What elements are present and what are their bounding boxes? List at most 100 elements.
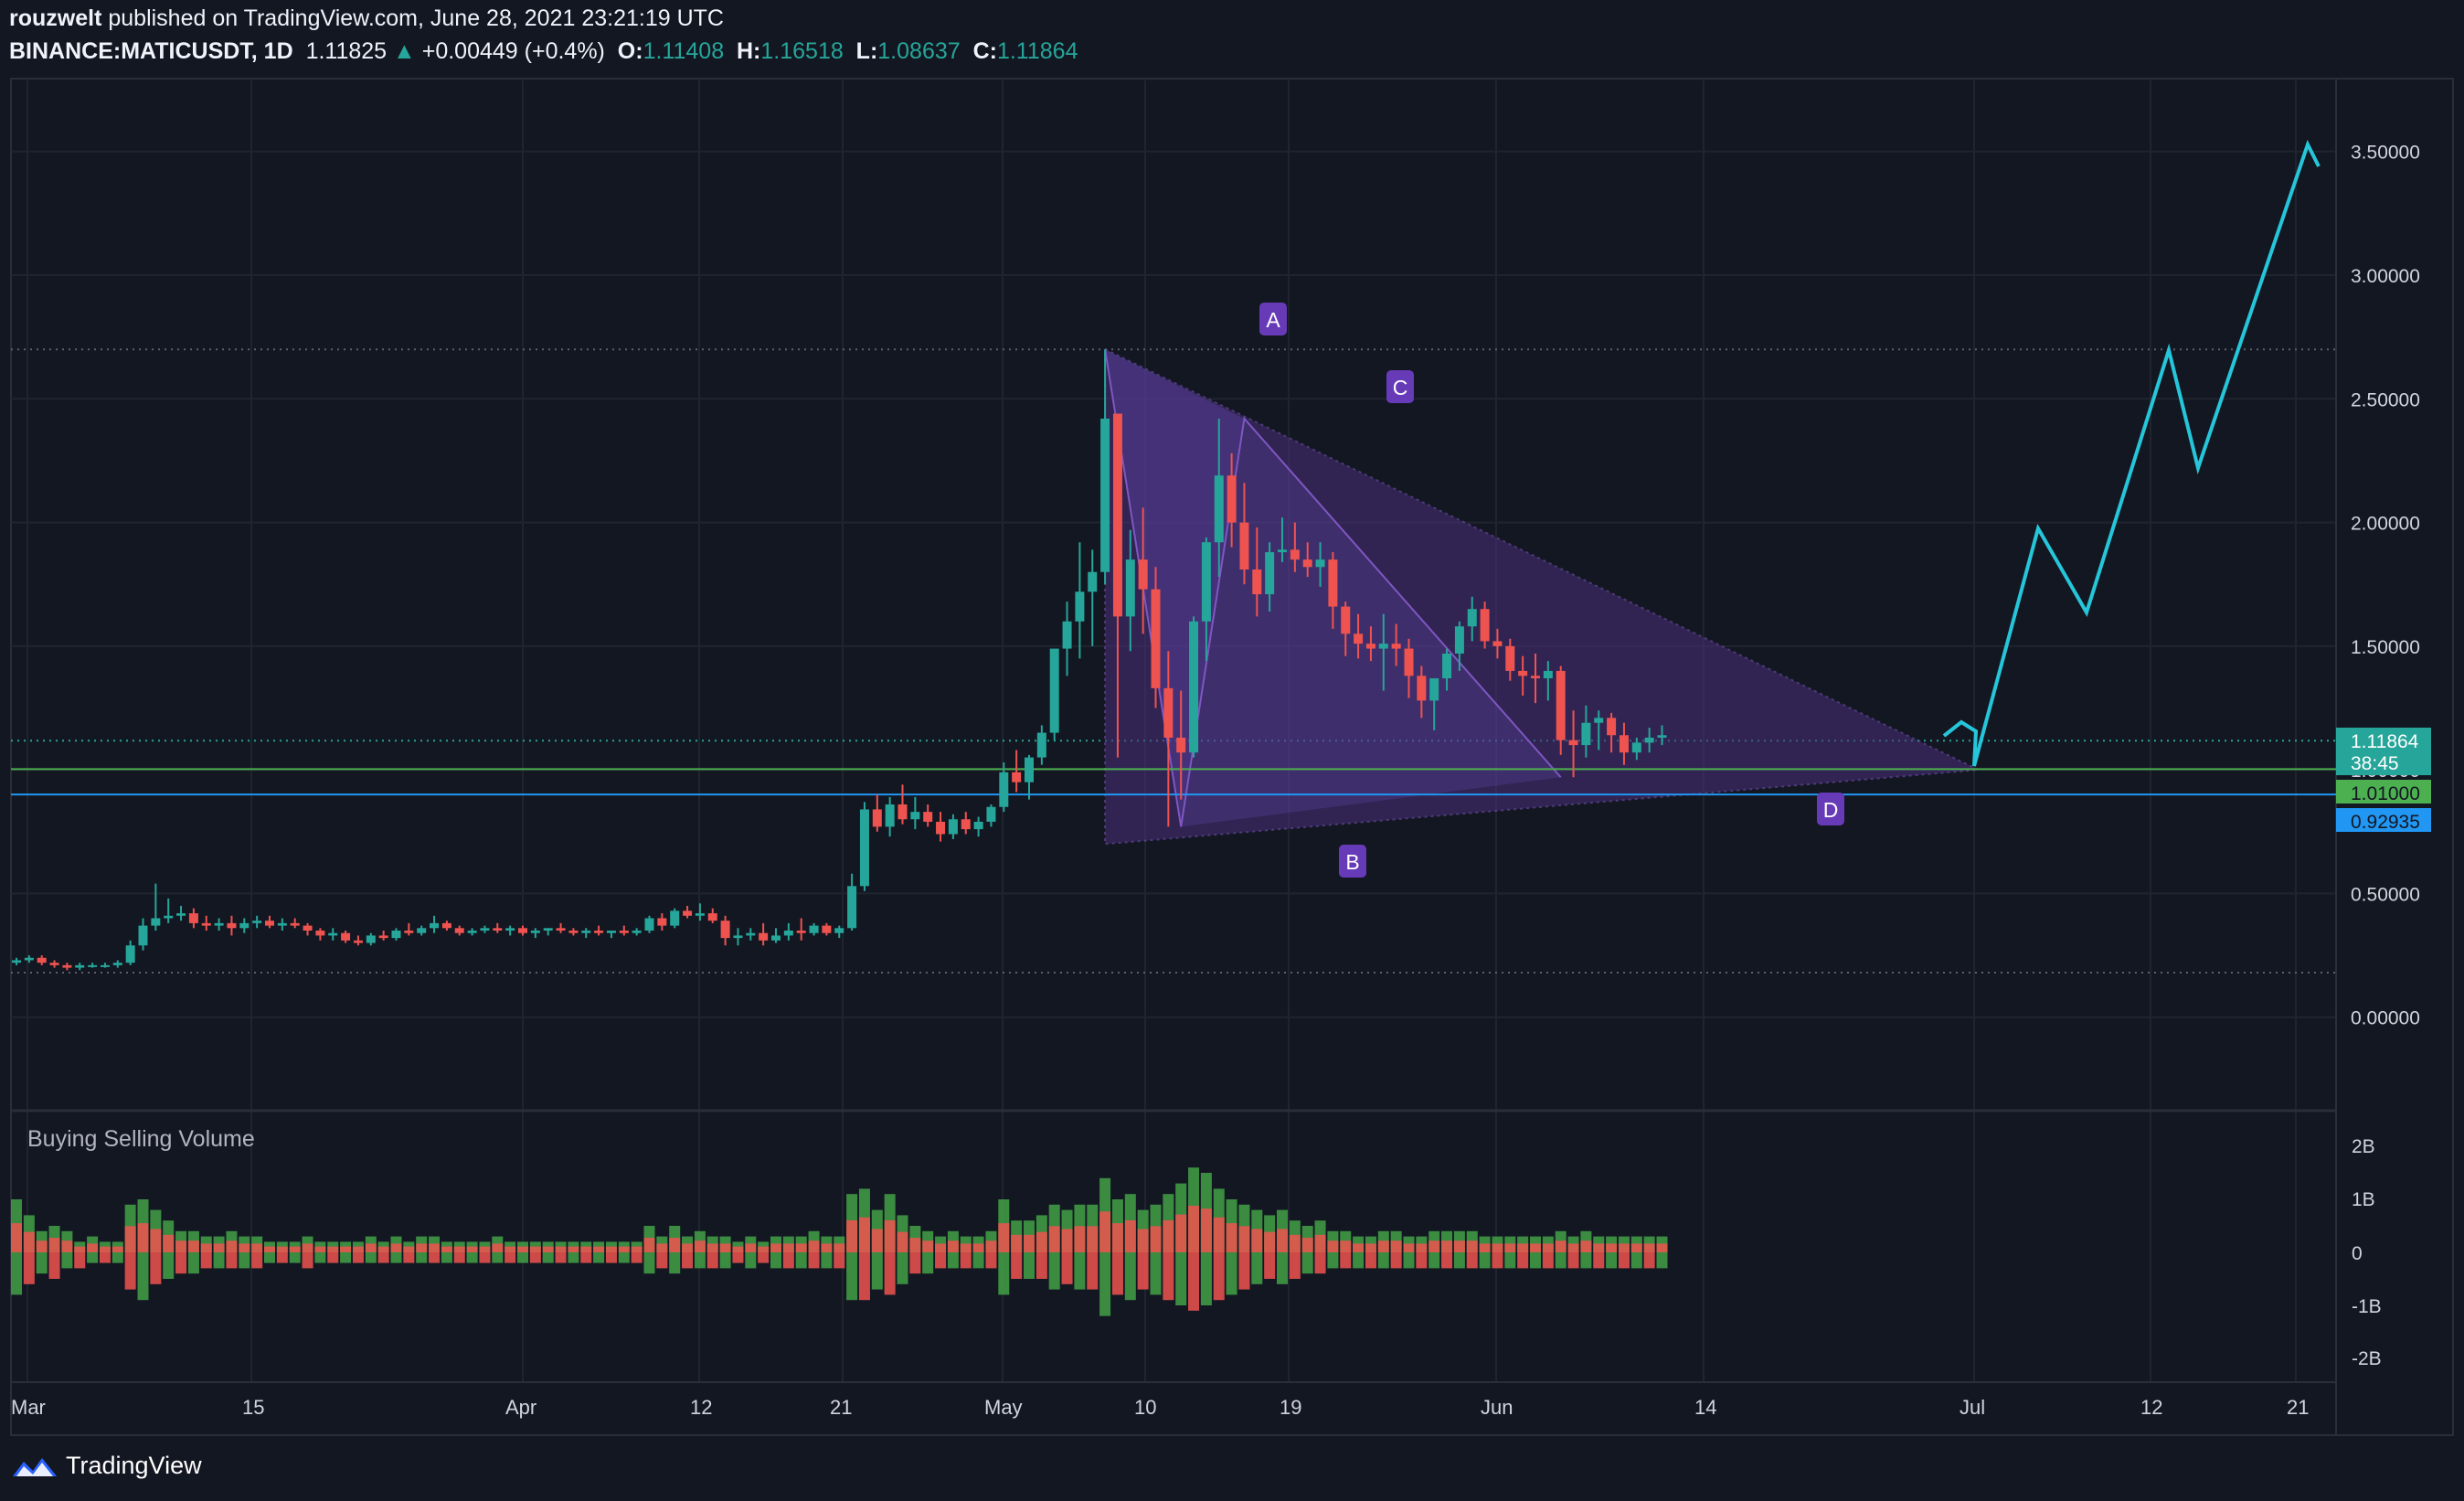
candle-body	[1025, 757, 1034, 782]
volume-sell-overlay	[1251, 1229, 1263, 1252]
volume-negative-bar	[935, 1252, 947, 1269]
candle-body	[1049, 648, 1059, 733]
candle-body	[1391, 644, 1401, 649]
candle-body	[644, 918, 654, 931]
candle-body	[62, 964, 72, 968]
volume-negative-bar	[1479, 1252, 1491, 1269]
volume-sell-overlay	[1517, 1243, 1529, 1252]
candle-body	[252, 921, 262, 923]
pattern-label-text: B	[1345, 850, 1359, 874]
volume-sell-overlay	[327, 1246, 339, 1252]
volume-sell-overlay	[682, 1243, 694, 1252]
volume-sell-overlay	[302, 1243, 313, 1252]
volume-negative-bar	[124, 1252, 136, 1290]
volume-negative-bar	[251, 1252, 263, 1269]
price-tick-label: 2.00000	[2351, 514, 2420, 535]
volume-sell-overlay	[643, 1238, 655, 1252]
high-value: 1.16518	[760, 38, 844, 64]
tradingview-logo[interactable]: TradingView	[11, 1452, 202, 1480]
time-tick-label: Apr	[505, 1396, 536, 1419]
volume-negative-bar	[390, 1252, 402, 1263]
pattern-label-text: D	[1823, 798, 1839, 822]
volume-sell-overlay	[1314, 1234, 1326, 1252]
volume-sell-overlay	[1099, 1211, 1111, 1252]
volume-negative-bar	[1277, 1252, 1288, 1284]
chart-frame	[10, 78, 2454, 1436]
volume-negative-bar	[1606, 1252, 1618, 1269]
volume-negative-bar	[150, 1252, 162, 1284]
volume-negative-bar	[770, 1252, 781, 1269]
volume-sell-overlay	[23, 1231, 35, 1252]
volume-negative-bar	[1441, 1252, 1453, 1269]
volume-negative-bar	[1036, 1252, 1047, 1279]
candle-body	[1189, 621, 1199, 753]
price-tick-label: 3.00000	[2351, 266, 2420, 287]
volume-negative-bar	[555, 1252, 567, 1263]
candle-body	[201, 922, 211, 926]
candle-body	[822, 925, 832, 933]
candle-body	[809, 925, 819, 933]
volume-negative-bar	[846, 1252, 858, 1301]
time-tick-label: 19	[1280, 1396, 1301, 1419]
volume-negative-bar	[74, 1252, 86, 1269]
projection-path[interactable]	[1942, 139, 2321, 767]
volume-negative-bar	[1492, 1252, 1503, 1269]
time-axis[interactable]: Mar 15 Apr 12 21 May 10 19 Jun 14 Jul 12 21	[11, 1396, 2309, 1419]
volume-sell-overlay	[1618, 1243, 1630, 1252]
volume-negative-bar	[289, 1252, 301, 1263]
candle-body	[467, 931, 477, 933]
volume-sell-overlay	[1492, 1243, 1503, 1252]
volume-sell-overlay	[1111, 1223, 1123, 1252]
volume-sell-overlay	[1277, 1229, 1288, 1252]
volume-sell-overlay	[61, 1240, 73, 1252]
volume-negative-bar	[1099, 1252, 1111, 1316]
volume-sell-overlay	[352, 1246, 364, 1252]
volume-negative-bar	[1377, 1252, 1389, 1269]
projection-line	[1942, 139, 2321, 767]
author-name[interactable]: rouzwelt	[9, 5, 102, 31]
indicator-title[interactable]: Buying Selling Volume	[27, 1126, 255, 1152]
volume-negative-bar	[922, 1252, 934, 1274]
low-label: L:	[855, 38, 878, 64]
candle-body	[543, 928, 553, 931]
volume-negative-bar	[479, 1252, 491, 1263]
volume-negative-bar	[1530, 1252, 1541, 1269]
volume-sell-overlay	[1656, 1243, 1668, 1252]
volume-sell-overlay	[1150, 1226, 1162, 1252]
abcd-pattern[interactable]	[1104, 347, 1982, 846]
candle-body	[1163, 687, 1174, 738]
volume-tick-label: 0	[2352, 1243, 2363, 1264]
volume-sell-overlay	[74, 1246, 86, 1252]
current-price-tag-text: 1.11864	[2351, 731, 2419, 752]
candle-body	[188, 913, 198, 923]
candle-body	[164, 915, 174, 919]
volume-negative-bar	[112, 1252, 123, 1263]
price-axis[interactable]: 3.500003.000002.500002.000001.500001.000…	[2336, 143, 2431, 1029]
volume-sell-overlay	[466, 1246, 478, 1252]
candle-body	[277, 922, 287, 926]
volume-negative-bar	[1327, 1252, 1339, 1269]
volume-sell-overlay	[1479, 1243, 1491, 1252]
volume-negative-bar	[1390, 1252, 1402, 1269]
volume-sell-overlay	[719, 1243, 731, 1252]
horizontal-levels[interactable]	[11, 768, 2336, 796]
volume-negative-bar	[36, 1252, 48, 1274]
volume-sell-overlay	[479, 1246, 491, 1252]
volume-negative-bar	[352, 1252, 364, 1263]
volume-sell-overlay	[1200, 1208, 1212, 1252]
volume-sell-overlay	[1226, 1223, 1237, 1252]
volume-sell-overlay	[1011, 1234, 1023, 1252]
volume-negative-bar	[1301, 1252, 1313, 1274]
volume-sell-overlay	[213, 1243, 225, 1252]
candle-body	[847, 886, 857, 929]
candle-body	[872, 809, 882, 827]
volume-negative-bar	[1504, 1252, 1516, 1269]
volume-negative-bar	[947, 1252, 959, 1269]
candle-body	[556, 928, 566, 931]
volume-negative-bar	[858, 1252, 870, 1301]
volume-negative-bar	[1416, 1252, 1428, 1269]
candle-body	[999, 772, 1009, 807]
candle-body	[518, 928, 527, 933]
volume-sell-overlay	[897, 1231, 908, 1252]
